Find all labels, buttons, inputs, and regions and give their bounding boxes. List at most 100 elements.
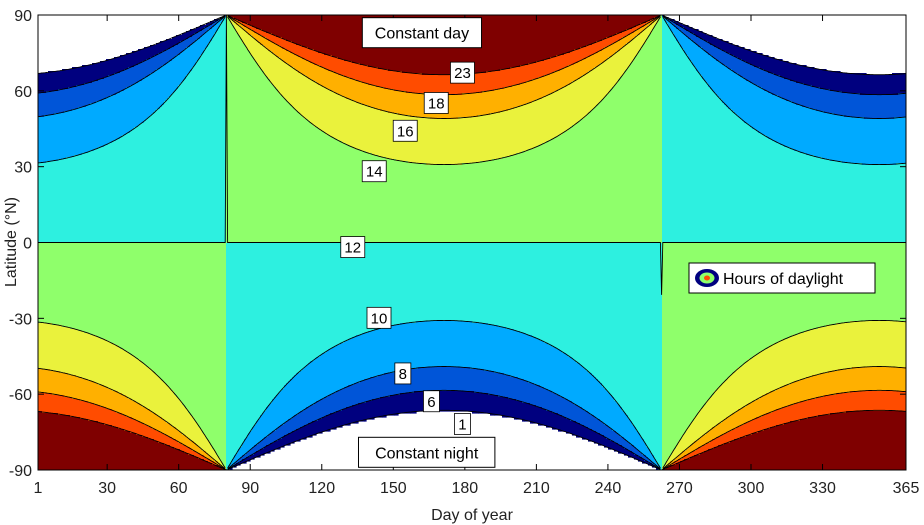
contour-band-segment xyxy=(226,109,297,112)
contour-band-segment xyxy=(178,397,227,400)
contour-band-segment xyxy=(226,303,663,306)
contour-band-segment xyxy=(662,45,681,48)
contour-band-segment xyxy=(694,419,725,422)
contour-band-segment xyxy=(190,413,227,416)
contour-band-segment xyxy=(766,413,831,416)
contour-band-segment xyxy=(308,423,349,426)
contour-band-segment xyxy=(566,85,615,88)
contour-band-segment xyxy=(586,115,663,118)
legend-box xyxy=(688,262,876,294)
contour-band-segment xyxy=(38,385,105,388)
contour-band-segment xyxy=(684,433,707,436)
contour-band-segment xyxy=(42,411,117,414)
contour-band-segment xyxy=(378,155,511,158)
contour-band-segment xyxy=(38,131,131,134)
contour-band-segment xyxy=(174,393,227,396)
contour-band-segment xyxy=(604,445,623,448)
contour-band-segment xyxy=(84,83,135,86)
contour-band-segment xyxy=(228,17,231,20)
contour-band-segment xyxy=(662,453,673,456)
contour-band-segment xyxy=(662,79,705,82)
contour-band-segment xyxy=(766,393,837,396)
contour-band-segment xyxy=(192,29,203,32)
contour-band-segment xyxy=(38,203,227,206)
contour-band-segment xyxy=(546,141,663,144)
contour-band-segment xyxy=(38,171,227,174)
contour-band-segment xyxy=(250,51,273,54)
contour-band-segment xyxy=(642,457,649,460)
contour-band-segment xyxy=(176,35,193,38)
contour-band-segment xyxy=(180,431,203,434)
contour-band-segment xyxy=(730,375,813,378)
contour-band-segment xyxy=(662,113,737,116)
contour-band-segment xyxy=(662,219,906,222)
contour-band-segment xyxy=(726,417,757,420)
contour-band-segment xyxy=(588,411,625,414)
contour-band-segment xyxy=(742,59,781,62)
contour-band-segment xyxy=(662,107,729,110)
contour-band-segment xyxy=(532,101,601,104)
contour-band-segment xyxy=(822,157,906,160)
contour-band-segment xyxy=(566,353,663,356)
contour-band-segment xyxy=(538,423,541,426)
contour-band-segment xyxy=(356,421,359,424)
contour-band-segment xyxy=(218,455,227,458)
contour-band-segment xyxy=(662,393,715,396)
contour-band-segment xyxy=(210,441,227,444)
contour-band-segment xyxy=(634,425,663,428)
contour-band-segment xyxy=(708,53,731,56)
contour-band-segment xyxy=(226,371,301,374)
contour-band-segment xyxy=(38,297,227,300)
contour-band-segment xyxy=(164,101,227,104)
contour-band-segment xyxy=(662,33,675,36)
contour-band-segment xyxy=(380,397,509,400)
contour-band-segment xyxy=(134,51,163,54)
contour-band-segment xyxy=(654,457,663,460)
contour-band-segment xyxy=(652,23,657,26)
contour-band-segment xyxy=(208,45,227,48)
contour-band-segment xyxy=(662,199,906,202)
contour-band-segment xyxy=(718,387,781,390)
contour-band-segment xyxy=(654,455,663,458)
contour-band-segment xyxy=(58,159,227,162)
contour-band-segment xyxy=(214,35,227,38)
contour-band-segment xyxy=(218,465,221,468)
contour-band-segment xyxy=(92,81,139,84)
contour-band-segment xyxy=(806,153,906,156)
contour-band-segment xyxy=(100,337,227,340)
contour-band-segment xyxy=(300,113,399,116)
contour-band-segment xyxy=(536,99,603,102)
contour-band-segment xyxy=(662,231,906,234)
contour-band-segment xyxy=(746,361,906,364)
contour-band-segment xyxy=(324,131,565,134)
contour-band-segment xyxy=(662,135,767,138)
contour-band-segment xyxy=(294,67,325,70)
contour-band-segment xyxy=(226,177,663,180)
contour-band-segment xyxy=(390,395,499,398)
contour-band-segment xyxy=(288,419,319,422)
contour-band-segment xyxy=(384,373,505,376)
contour-band-segment xyxy=(520,105,597,108)
contour-band-segment xyxy=(690,59,717,62)
contour-band-segment xyxy=(322,417,373,420)
contour-band-segment xyxy=(404,369,485,372)
contour-band-segment xyxy=(672,451,683,454)
contour-band-segment xyxy=(222,461,227,464)
contour-band-segment xyxy=(44,115,151,118)
contour-band-segment xyxy=(226,345,337,348)
contour-band-segment xyxy=(602,39,621,42)
contour-band-segment xyxy=(668,459,675,462)
contour-band-segment xyxy=(528,149,663,152)
contour-band-segment xyxy=(120,347,227,350)
contour-band-segment xyxy=(94,381,165,384)
contour-band-segment xyxy=(560,429,593,432)
contour-band-segment xyxy=(772,411,847,414)
contour-band-segment xyxy=(226,163,427,166)
contour-band-segment xyxy=(662,323,837,326)
contour-band-segment xyxy=(134,83,181,86)
contour-band-segment xyxy=(190,71,227,74)
contour-band-segment xyxy=(662,451,673,454)
contour-band-segment xyxy=(720,97,783,100)
contour-band-segment xyxy=(210,459,215,462)
contour-band-segment xyxy=(674,459,679,462)
